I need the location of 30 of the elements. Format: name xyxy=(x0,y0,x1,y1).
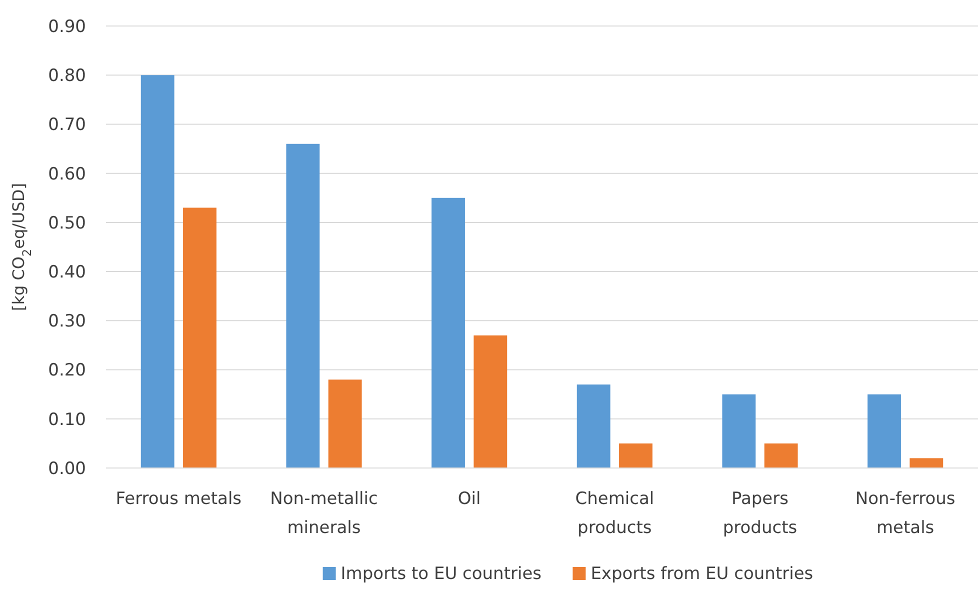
x-tick-label: Papers products xyxy=(722,489,798,538)
bar xyxy=(764,443,798,468)
legend-label: Exports from EU countries xyxy=(590,564,814,584)
y-tick-label: 0.70 xyxy=(48,115,86,136)
x-tick-label: Oil xyxy=(458,489,481,509)
y-tick-label: 0.60 xyxy=(48,164,86,184)
bar xyxy=(576,384,610,468)
y-tick-label: 0.10 xyxy=(48,410,86,430)
y-tick-label: 0.50 xyxy=(48,213,86,234)
y-tick-label: 0.30 xyxy=(48,312,86,332)
x-tick-label: Non-ferrous metals xyxy=(855,489,956,538)
bar xyxy=(286,144,320,468)
y-tick-label: 0.90 xyxy=(48,16,86,37)
bar xyxy=(722,394,756,468)
bar xyxy=(474,335,508,468)
y-tick-label: 0.20 xyxy=(48,360,86,381)
x-tick-label: Ferrous metals xyxy=(116,489,242,509)
y-tick-label: 0.40 xyxy=(48,262,86,283)
bar xyxy=(183,208,216,468)
legend-label: Imports to EU countries xyxy=(340,564,542,584)
y-tick-label: 0.80 xyxy=(48,66,86,86)
bar xyxy=(910,458,944,468)
bar xyxy=(619,443,652,468)
x-tick-label: Chemical products xyxy=(575,489,654,538)
bar xyxy=(868,394,901,468)
bar xyxy=(328,380,362,468)
y-tick-label: 0.00 xyxy=(48,458,86,479)
bar xyxy=(140,75,174,468)
x-tick-label: Non-metallic minerals xyxy=(270,489,378,538)
bar xyxy=(432,198,465,468)
